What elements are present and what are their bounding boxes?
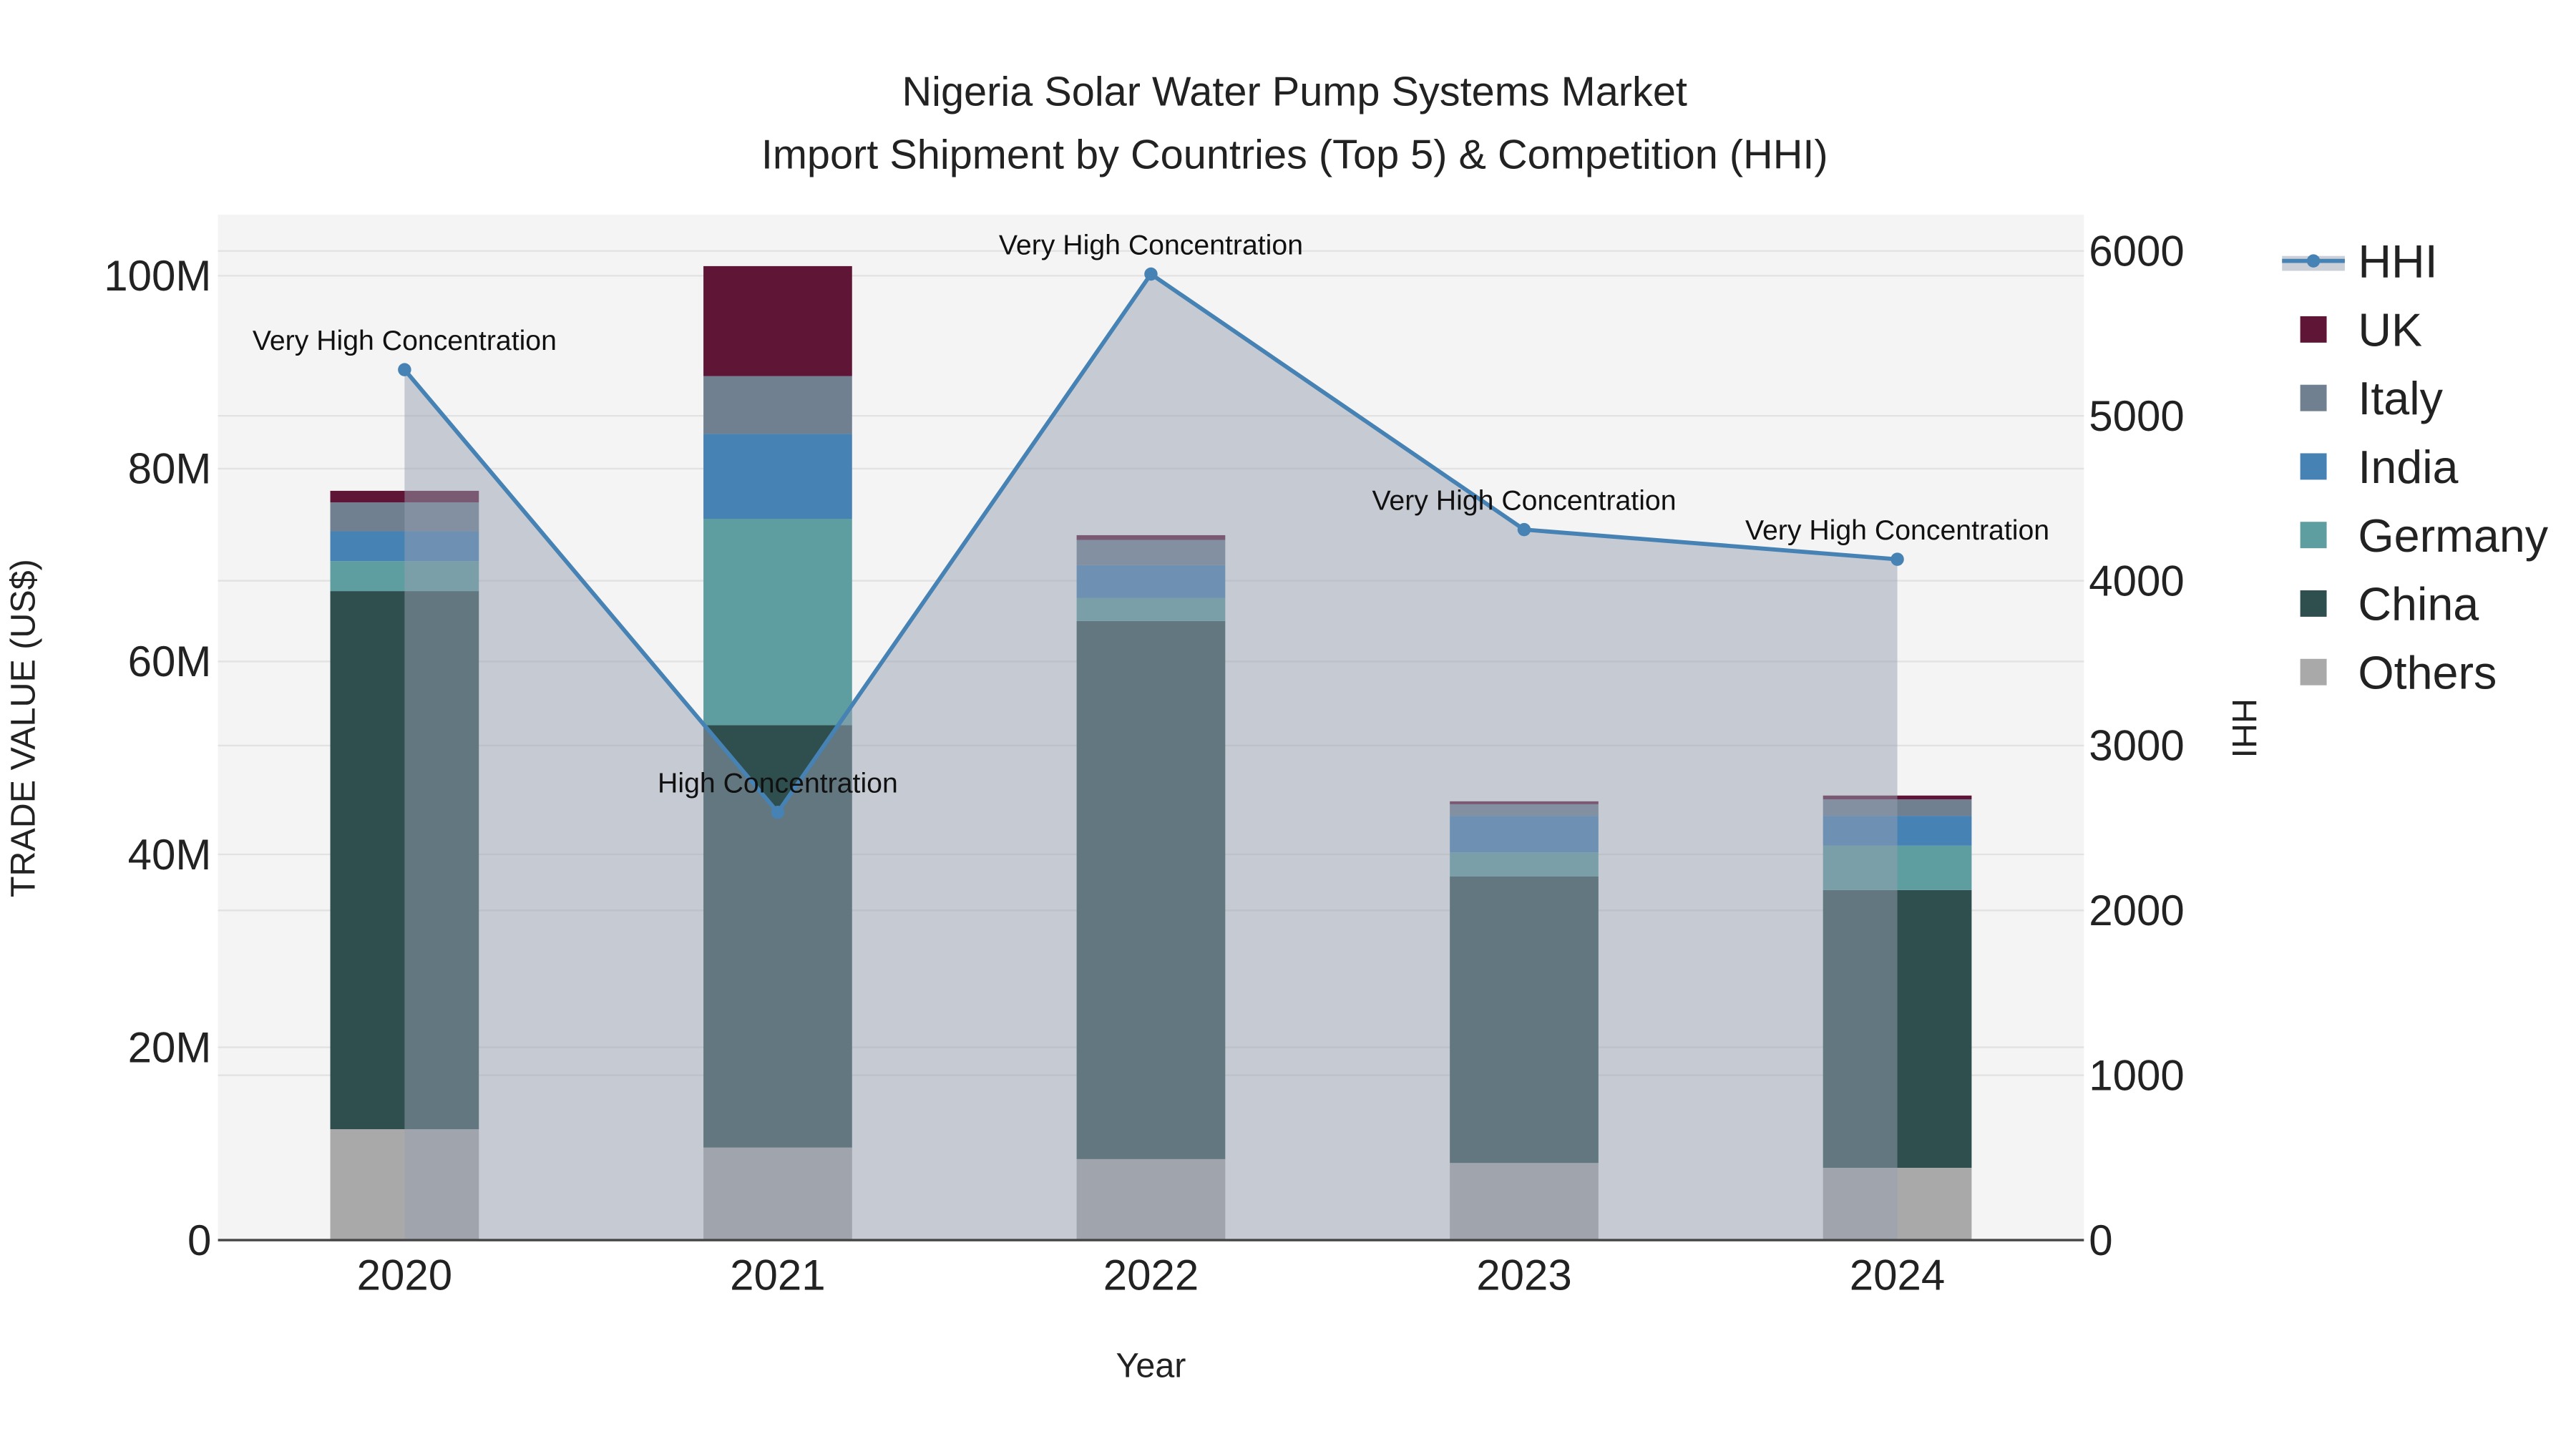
bar-uk-2021 xyxy=(703,265,852,376)
y2-axis-title: HHI xyxy=(2225,698,2263,758)
legend-swatch-india xyxy=(2300,453,2327,480)
chart-title-line1: Nigeria Solar Water Pump Systems Market xyxy=(902,69,1687,115)
hhi-annotation: Very High Concentration xyxy=(999,229,1303,260)
legend-label-germany: Germany xyxy=(2358,510,2548,562)
x-tick-label: 2024 xyxy=(1850,1251,1945,1299)
legend-label-uk: UK xyxy=(2358,304,2422,356)
legend-swatch-germany xyxy=(2300,522,2327,549)
hhi-point-2022 xyxy=(1144,267,1158,281)
y-axis-title: TRADE VALUE (US$) xyxy=(4,559,42,897)
legend-swatch-others xyxy=(2300,658,2327,686)
y2-tick-label: 4000 xyxy=(2089,557,2184,605)
y2-tick-label: 5000 xyxy=(2089,392,2184,440)
x-axis-title: Year xyxy=(1116,1347,1186,1385)
bar-india-2021 xyxy=(703,434,852,519)
y-tick-label: 100M xyxy=(104,252,211,300)
chart-title-line2: Import Shipment by Countries (Top 5) & C… xyxy=(761,132,1828,177)
y-tick-label: 40M xyxy=(128,831,212,879)
legend-swatch-uk xyxy=(2300,316,2327,343)
hhi-annotation: High Concentration xyxy=(658,768,898,799)
y-tick-label: 80M xyxy=(128,445,212,493)
hhi-point-2020 xyxy=(398,363,411,376)
legend-label-china: China xyxy=(2358,579,2479,630)
hhi-point-2021 xyxy=(771,805,785,819)
legend-swatch-china xyxy=(2300,590,2327,617)
legend-label-others: Others xyxy=(2358,647,2497,698)
y2-tick-label: 1000 xyxy=(2089,1051,2184,1099)
legend-label-italy: Italy xyxy=(2358,373,2443,424)
hhi-point-2023 xyxy=(1517,522,1531,537)
x-tick-label: 2023 xyxy=(1476,1251,1571,1299)
x-tick-label: 2022 xyxy=(1103,1251,1199,1299)
y-tick-label: 60M xyxy=(128,638,212,686)
hhi-annotation: Very High Concentration xyxy=(1745,514,2049,546)
legend-hhi-marker xyxy=(2306,254,2321,268)
y-tick-label: 0 xyxy=(187,1216,211,1264)
bar-germany-2021 xyxy=(703,519,852,726)
y-tick-label: 20M xyxy=(128,1023,212,1071)
hhi-area xyxy=(404,274,1898,1241)
y2-tick-label: 3000 xyxy=(2089,722,2184,770)
legend-label-hhi: HHI xyxy=(2358,236,2437,288)
y2-tick-label: 2000 xyxy=(2089,887,2184,935)
hhi-annotation: Very High Concentration xyxy=(1372,484,1676,516)
bar-italy-2021 xyxy=(703,376,852,434)
x-tick-label: 2021 xyxy=(730,1251,825,1299)
x-tick-label: 2020 xyxy=(357,1251,452,1299)
y2-tick-label: 6000 xyxy=(2089,228,2184,275)
legend-label-india: India xyxy=(2358,441,2458,493)
y2-tick-label: 0 xyxy=(2089,1216,2112,1264)
hhi-point-2024 xyxy=(1890,552,1904,566)
hhi-annotation: Very High Concentration xyxy=(253,325,557,356)
legend-swatch-italy xyxy=(2300,384,2327,411)
